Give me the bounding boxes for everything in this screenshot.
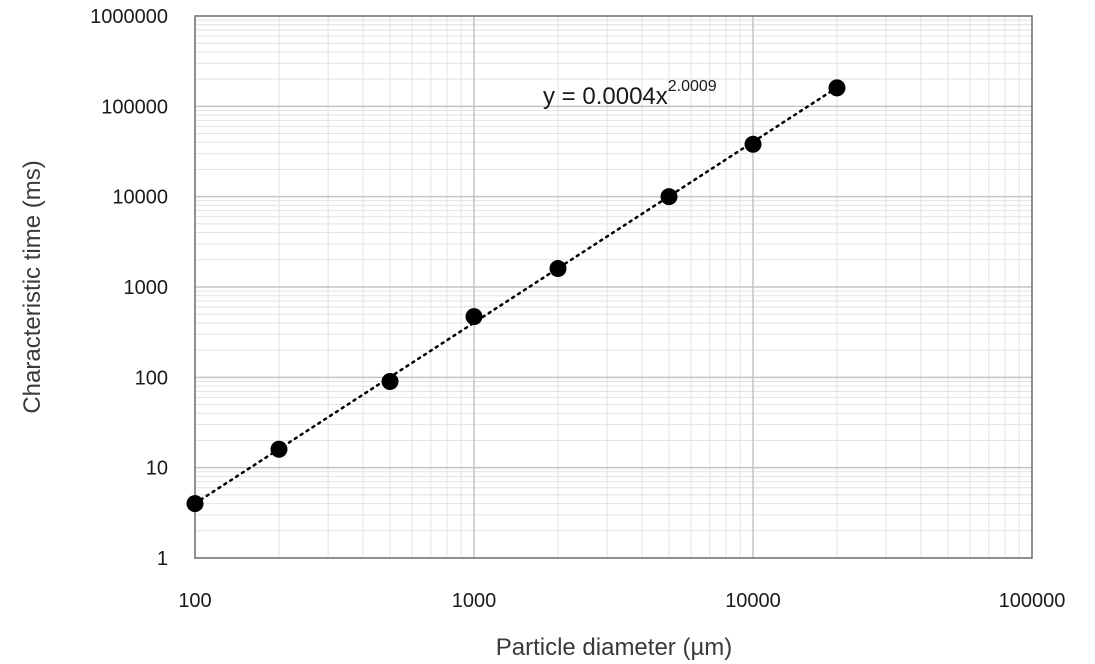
data-point [660, 188, 678, 206]
plot-area-border [194, 15, 1033, 559]
x-axis-title: Particle diameter (µm) [496, 634, 733, 661]
y-tick-label: 10000 [112, 187, 168, 209]
major-gridlines [195, 16, 1032, 558]
y-tick-label: 100 [135, 367, 168, 389]
x-tick-label: 100 [178, 590, 211, 612]
power-trendline [193, 86, 839, 505]
data-point [549, 260, 567, 278]
y-tick-label: 10 [146, 458, 168, 480]
data-point [744, 135, 762, 153]
x-tick-label: 1000 [452, 590, 497, 612]
x-tick-label: 100000 [999, 590, 1066, 612]
y-axis-title: Characteristic time (ms) [19, 160, 46, 413]
equation-base: y = 0.0004x [543, 83, 668, 110]
equation-exponent: 2.0009 [668, 78, 717, 95]
data-point [186, 495, 204, 513]
y-tick-label: 1000000 [90, 6, 168, 28]
y-tick-label: 1 [157, 548, 168, 570]
x-tick-labels: 100 1000 10000 100000 [178, 590, 1065, 612]
y-tick-label: 100000 [101, 96, 168, 118]
x-tick-label: 10000 [725, 590, 781, 612]
data-point [828, 79, 846, 97]
y-tick-labels: 1 10 100 1000 10000 100000 1000000 [90, 6, 168, 570]
data-point [381, 372, 399, 390]
y-tick-label: 1000 [124, 277, 169, 299]
data-point [270, 440, 288, 458]
data-point [465, 308, 483, 326]
trendline-equation: y = 0.0004x2.0009 [543, 78, 717, 110]
data-points [186, 79, 846, 513]
